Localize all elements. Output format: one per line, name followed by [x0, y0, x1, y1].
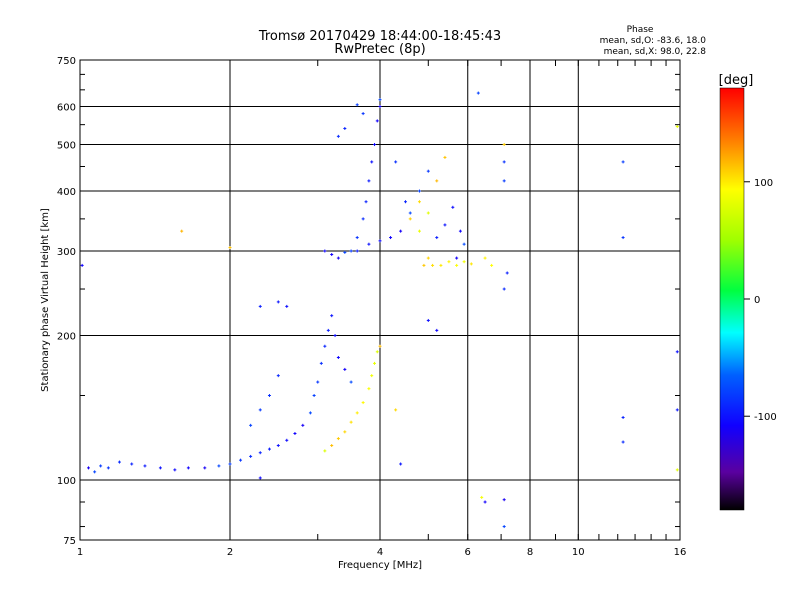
y-axis-label: Stationary phase Virtual Height [km]: [40, 208, 51, 392]
x-tick-label: 10: [572, 547, 585, 558]
x-axis: 1 2 4 6 8 10 16: [77, 60, 687, 558]
x-tick-label: 16: [674, 547, 687, 558]
colorbar-label: [deg]: [719, 73, 754, 88]
x-tick-label: 1: [77, 547, 83, 558]
stats-line-x: mean, sd,X: 98.0, 22.8: [604, 47, 707, 57]
y-tick-label: 200: [57, 332, 76, 343]
y-tick-label: 600: [57, 103, 76, 114]
x-axis-label: Frequency [MHz]: [338, 560, 422, 571]
chart-title: Tromsø 20170429 18:44:00-18:45:43: [258, 29, 501, 44]
x-tick-label: 8: [527, 547, 533, 558]
stats-title: Phase: [627, 25, 654, 35]
x-tick-label: 2: [227, 547, 233, 558]
y-tick-label: 100: [57, 476, 76, 487]
colorbar-ticks: 100 0 -100: [744, 178, 777, 423]
grid: [80, 60, 680, 540]
y-tick-label: 75: [63, 536, 76, 547]
colorbar-tick-label: 100: [754, 178, 773, 189]
colorbar-tick-label: -100: [754, 412, 777, 423]
x-tick-label: 6: [465, 547, 471, 558]
y-tick-label: 400: [57, 187, 76, 198]
colorbar: [719, 87, 745, 511]
data-points: [80, 91, 679, 529]
x-tick-label: 4: [377, 547, 383, 558]
chart-subtitle: RwPretec (8p): [334, 42, 425, 57]
y-tick-label: 500: [57, 141, 76, 152]
y-tick-label: 300: [57, 247, 76, 258]
stats-line-o: mean, sd,O: -83.6, 18.0: [600, 36, 707, 46]
y-tick-label: 750: [57, 56, 76, 67]
y-axis: 75 100 200 300 400 500 600 750: [57, 56, 680, 547]
colorbar-tick-label: 0: [754, 295, 760, 306]
